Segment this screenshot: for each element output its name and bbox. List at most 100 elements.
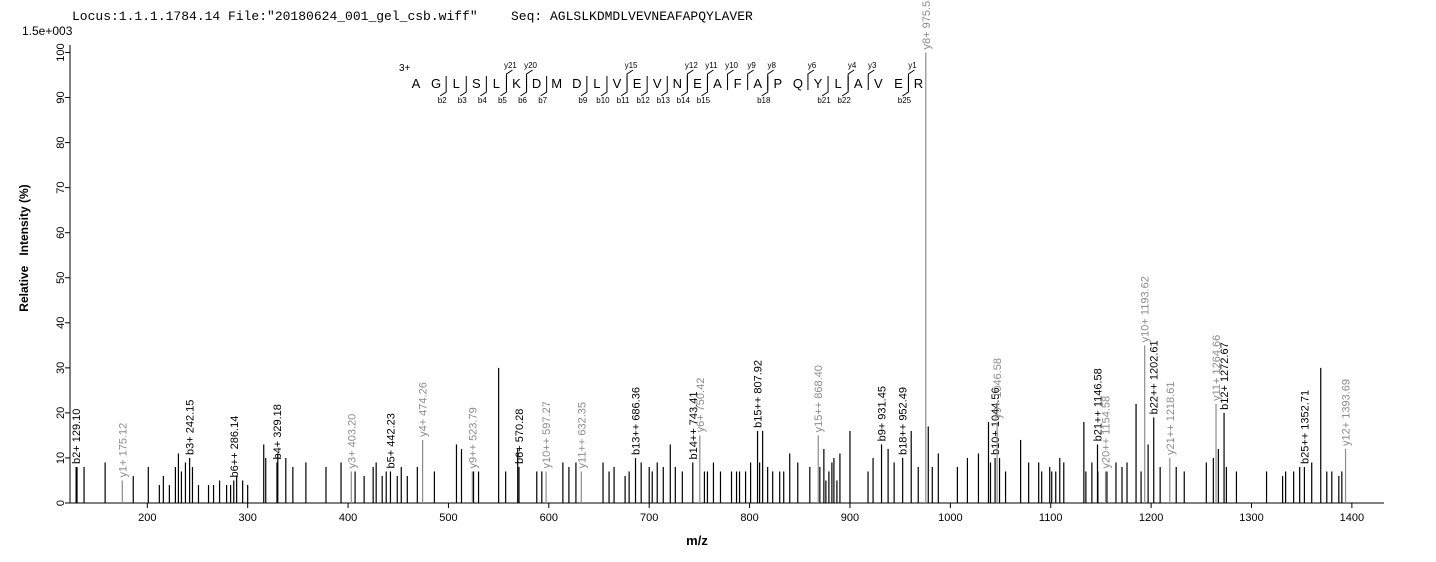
y-ion-bracket <box>807 69 815 90</box>
residue: D <box>572 76 581 91</box>
peak-label: b21++ 1146.58 <box>1092 368 1104 441</box>
x-tick-label: 700 <box>640 512 658 524</box>
peak-label: y6+ 750.42 <box>695 378 707 433</box>
b-ion-bracket <box>761 76 769 97</box>
x-tick-label: 1100 <box>1039 512 1063 524</box>
x-tick-label: 1200 <box>1139 512 1163 524</box>
b-ion-label: b7 <box>538 96 547 105</box>
residue: Q <box>793 76 803 91</box>
peak-label: y15++ 868.40 <box>813 365 825 432</box>
y-ion-bracket <box>747 69 754 90</box>
peak-label: b3+ 242.15 <box>185 400 197 455</box>
y-ion-label: y8 <box>768 61 777 70</box>
residue: L <box>593 76 600 91</box>
b-ion-bracket <box>701 76 708 97</box>
b-ion-bracket <box>821 76 829 97</box>
y-ion-bracket <box>847 69 855 90</box>
peak-label: b9+ 931.45 <box>877 386 889 441</box>
b-ion-bracket <box>480 76 487 97</box>
peak-label: y12+ 1393.69 <box>1341 379 1353 446</box>
x-tick-label: 200 <box>138 512 156 524</box>
b-ion-label: b2 <box>438 96 447 105</box>
peak-label: y20++ 1154.58 <box>1101 396 1113 469</box>
x-tick-label: 900 <box>841 512 859 524</box>
y-tick-label: 70 <box>55 182 67 194</box>
b-ion-bracket <box>681 76 688 97</box>
y-ion-label: y20 <box>524 61 537 70</box>
y-ion-bracket <box>505 69 513 90</box>
residue: D <box>532 76 541 91</box>
b-ion-label: b25 <box>898 96 912 105</box>
peak-label: b6++ 286.14 <box>229 416 241 478</box>
y-ion-bracket <box>706 69 714 90</box>
residue: L <box>493 76 500 91</box>
x-tick-label: 500 <box>439 512 457 524</box>
b-ion-bracket <box>580 76 588 97</box>
y-ion-bracket <box>626 69 634 90</box>
b-ion-bracket <box>540 76 548 97</box>
residue: L <box>453 76 460 91</box>
peak-label: y21++ 1218.61 <box>1165 382 1177 455</box>
y-ion-label: y11 <box>705 61 718 70</box>
b-ion-bracket <box>640 76 648 97</box>
y-ion-label: y10 <box>725 61 738 70</box>
residue: V <box>653 76 662 91</box>
residue: A <box>412 76 421 91</box>
residue: N <box>673 76 682 91</box>
b-ion-bracket <box>600 76 608 97</box>
x-tick-label: 1400 <box>1340 512 1364 524</box>
y-tick-label: 0 <box>55 500 67 506</box>
peak-label: y9++ 523.79 <box>467 407 479 468</box>
residue: V <box>874 76 883 91</box>
charge-state: 3+ <box>399 63 411 74</box>
peak-label: b10+ 1044.56 <box>990 387 1002 455</box>
x-tick-label: 400 <box>339 512 357 524</box>
y-tick-label: 30 <box>55 362 67 374</box>
y-tick-label: 100 <box>55 43 67 61</box>
peak-label: y8+ 975.53 <box>921 0 933 50</box>
residue: E <box>693 76 702 91</box>
peak-label: b14++ 743.41 <box>688 392 700 460</box>
peak-label: y4+ 474.26 <box>418 382 430 437</box>
peak-label: y1+ 175.12 <box>117 423 129 478</box>
b-ion-label: b15 <box>697 96 711 105</box>
peak-label: y11++ 632.35 <box>576 402 588 468</box>
residue: Y <box>814 76 823 91</box>
x-axis-label: m/z <box>686 533 708 548</box>
y-tick-label: 20 <box>55 407 67 419</box>
y-ion-bracket <box>907 69 915 90</box>
y-ion-bracket <box>867 69 875 90</box>
y-ion-bracket <box>727 69 734 90</box>
b-ion-label: b9 <box>578 96 587 105</box>
peak-label: y9+ 1046.58 <box>992 358 1004 419</box>
peak-label: y10+ 1193.62 <box>1140 276 1152 342</box>
b-ion-label: b22 <box>837 96 851 105</box>
residue: F <box>734 76 742 91</box>
peak-label: b2+ 129.10 <box>71 409 83 464</box>
locus-header: Locus:1.1.1.1784.14 File:"20180624_001_g… <box>72 9 478 24</box>
residue: A <box>713 76 722 91</box>
peak-label: b18++ 952.49 <box>898 387 910 455</box>
y-ion-label: y21 <box>504 61 517 70</box>
b-ion-label: b21 <box>817 96 831 105</box>
y-ion-label: y4 <box>848 61 857 70</box>
y-tick-label: 10 <box>55 452 67 464</box>
x-tick-label: 1300 <box>1239 512 1263 524</box>
b-ion-bracket <box>520 76 528 97</box>
y-tick-label: 50 <box>55 272 67 284</box>
y-ion-bracket <box>767 69 775 90</box>
y-ion-label: y6 <box>808 61 817 70</box>
residue: K <box>512 76 521 91</box>
peak-label: y10++ 597.27 <box>541 401 553 468</box>
peak-label: b25++ 1352.71 <box>1299 390 1311 464</box>
y-tick-label: 60 <box>55 227 67 239</box>
residue: E <box>894 76 903 91</box>
b-ion-label: b6 <box>518 96 527 105</box>
peak-label: y3+ 403.20 <box>346 414 358 469</box>
b-ion-bracket <box>620 76 628 97</box>
x-tick-label: 800 <box>740 512 758 524</box>
x-tick-label: 1000 <box>938 512 962 524</box>
b-ion-bracket <box>660 76 668 97</box>
x-tick-label: 300 <box>238 512 256 524</box>
